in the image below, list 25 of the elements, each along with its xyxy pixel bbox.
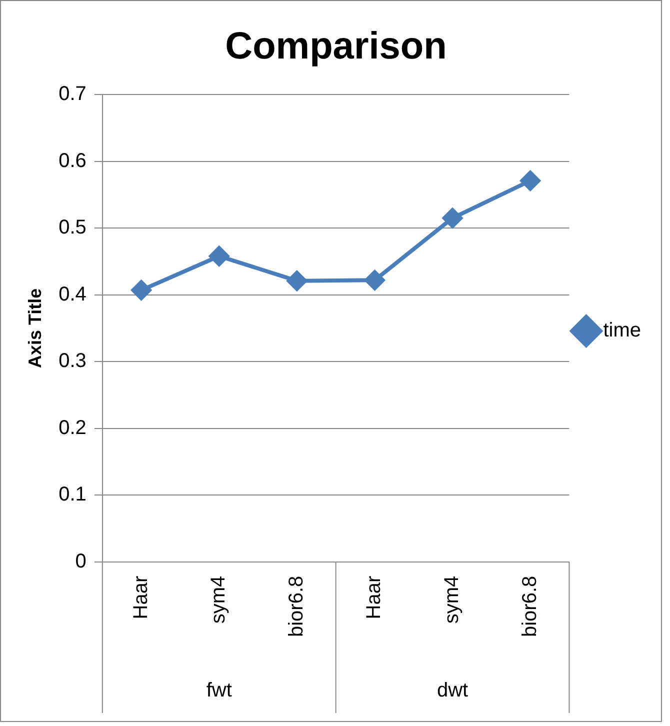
y-tick-label: 0.5 xyxy=(58,216,86,239)
point xyxy=(209,246,230,266)
point xyxy=(131,280,152,300)
text: fwt xyxy=(206,680,232,702)
y-tick-label: 0.1 xyxy=(58,484,86,506)
x-tick-label: Haar xyxy=(130,576,152,620)
point xyxy=(520,170,540,191)
y-tick-label: 0.3 xyxy=(58,350,86,372)
y-tick-label: 0.4 xyxy=(58,283,86,306)
point xyxy=(442,208,463,228)
y-tick-label: 0.2 xyxy=(58,416,86,439)
x-tick-label: bior6.8 xyxy=(285,576,308,638)
x-tick-label: sym4 xyxy=(208,576,230,624)
x-tick-label: bior6.8 xyxy=(518,576,541,638)
point xyxy=(364,270,385,290)
text: dwt xyxy=(436,680,469,702)
chart-title: Comparison xyxy=(225,25,447,68)
y-tick-label: 0.7 xyxy=(58,83,86,106)
y-tick-label: 0 xyxy=(75,550,86,572)
y-axis-title: Axis Title xyxy=(24,288,45,368)
x-tick-label: Haar xyxy=(363,576,386,620)
y-tick-label: 0.6 xyxy=(58,150,86,172)
x-tick-label: sym4 xyxy=(441,576,464,624)
legend-label: time xyxy=(603,320,642,342)
point xyxy=(286,270,307,291)
